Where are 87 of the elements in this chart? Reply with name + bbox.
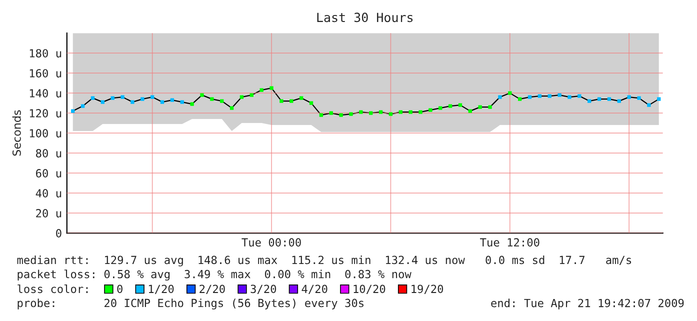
point <box>488 105 492 109</box>
point <box>378 110 383 114</box>
point <box>408 110 412 114</box>
point <box>280 99 284 103</box>
point <box>607 97 612 101</box>
y-tick-label: 140 u <box>30 89 62 98</box>
y-tick-label: 180 u <box>30 49 62 58</box>
point <box>578 94 582 98</box>
point <box>260 88 264 92</box>
point <box>349 112 353 116</box>
point <box>468 109 472 113</box>
text: packet loss: 0.58 % avg 3.49 % max 0.00 % min 0.83 % now <box>18 270 412 281</box>
point <box>647 103 651 107</box>
point <box>190 102 194 106</box>
point <box>120 95 124 99</box>
point <box>528 95 532 99</box>
point <box>240 95 244 99</box>
point <box>428 108 432 112</box>
point <box>90 96 95 100</box>
point <box>478 105 482 109</box>
y-tick-label: 120 u <box>30 109 62 118</box>
legend-label: 0 <box>117 284 122 294</box>
y-tick-label: 160 u <box>30 69 62 78</box>
point <box>508 91 512 95</box>
point <box>130 100 134 104</box>
point <box>617 99 621 103</box>
legend-label: 1/20 <box>148 284 174 294</box>
point <box>329 111 333 115</box>
point <box>398 110 402 114</box>
point <box>657 97 661 101</box>
point <box>498 95 502 99</box>
legend-label: 10/20 <box>354 284 386 294</box>
point <box>200 93 204 97</box>
point <box>359 110 363 114</box>
point <box>319 113 324 117</box>
point <box>220 99 224 103</box>
text: probe: 20 ICMP Echo Pings (56 Bytes) every 30s <box>18 298 364 310</box>
point <box>339 113 343 117</box>
point <box>270 86 274 90</box>
y-tick-label: 20 u <box>36 209 62 218</box>
y-tick-label: 40 u <box>36 189 62 198</box>
point <box>299 96 304 100</box>
point <box>71 109 75 113</box>
point <box>290 99 294 103</box>
point <box>458 103 462 107</box>
text: end: Tue Apr 21 19:42:07 2009 <box>491 298 684 310</box>
point <box>210 97 214 101</box>
point <box>80 104 85 108</box>
legend-label: 3/20 <box>250 284 276 294</box>
point <box>309 101 314 105</box>
point <box>627 95 631 99</box>
chart-title: Last 30 Hours <box>317 12 413 22</box>
point <box>160 100 164 104</box>
point <box>230 106 234 110</box>
point <box>558 93 562 97</box>
point <box>100 100 105 104</box>
text: median rtt: 129.7 us avg 148.6 us max 115.2 us min 132.4 us now 0.0 ms sd 17.7 am/s <box>17 256 632 266</box>
point <box>388 112 393 116</box>
point <box>448 104 452 108</box>
point <box>597 97 602 101</box>
line-series <box>72 88 660 116</box>
x-tick-label: Tue 12:00 <box>480 238 540 247</box>
y-tick-label: 100 u <box>30 129 62 138</box>
point <box>538 94 542 98</box>
point <box>180 100 184 104</box>
y-tick-label: 80 u <box>36 149 62 158</box>
x-tick-label: Tue 00:00 <box>242 238 301 247</box>
point <box>140 97 144 101</box>
point <box>150 95 154 99</box>
point <box>170 98 174 102</box>
point <box>568 95 572 99</box>
point <box>637 96 641 100</box>
point <box>438 106 442 110</box>
legend-title: loss color: <box>18 284 88 294</box>
point <box>250 93 254 97</box>
point <box>110 96 114 100</box>
point <box>548 94 552 98</box>
legend-label: 4/20 <box>302 284 328 294</box>
point <box>518 97 522 101</box>
y-tick-label: 60 u <box>36 169 62 178</box>
legend-label: 2/20 <box>200 284 225 294</box>
y-axis-title: Seconds <box>12 110 21 156</box>
y-tick-label: 0 <box>56 229 62 238</box>
point <box>369 111 373 115</box>
point <box>588 99 592 103</box>
point <box>418 110 422 114</box>
legend-label: 19/20 <box>412 284 444 294</box>
